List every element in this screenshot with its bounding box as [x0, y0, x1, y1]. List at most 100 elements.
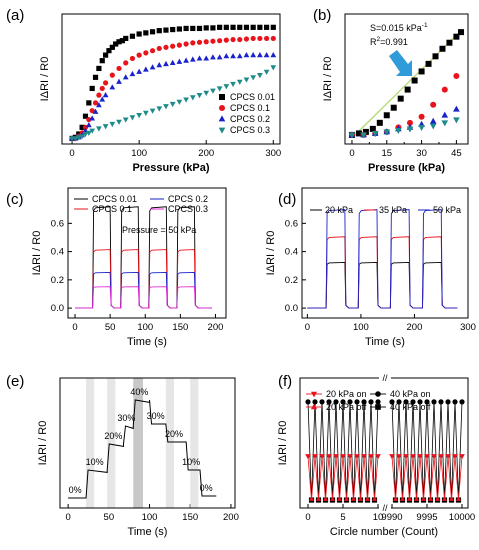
data-point — [340, 399, 346, 405]
data-point — [429, 123, 437, 130]
data-point — [129, 70, 136, 77]
data-point — [89, 85, 95, 92]
x-tick-label: 150 — [172, 322, 188, 333]
data-point — [113, 41, 119, 47]
x-tick-label: 200 — [198, 148, 214, 159]
data-point — [420, 496, 427, 501]
legend-entry: 20 kPa — [325, 205, 353, 215]
x-tick-label: 300 — [460, 322, 476, 333]
pressure-annotation: Pressure = 50 kPa — [122, 225, 196, 235]
panel-1: (a) 0 100 200 300 Pressure (kPa) IΔRI / R0 CPCS… — [6, 7, 281, 174]
legend-entry: CPCS 0.01 — [92, 194, 137, 204]
data-point — [156, 45, 162, 52]
data-point — [102, 124, 109, 130]
data-point — [236, 53, 243, 59]
data-point — [329, 496, 336, 501]
data-point — [361, 399, 367, 405]
x-tick-label: 100 — [353, 322, 369, 333]
data-point — [123, 60, 129, 66]
data-point — [343, 496, 350, 501]
data-point — [96, 101, 102, 108]
data-point — [196, 25, 203, 32]
data-point — [190, 25, 196, 32]
legend-marker — [219, 105, 225, 111]
data-point — [149, 29, 156, 35]
x-tick-label: 45 — [451, 148, 462, 159]
data-point — [354, 454, 360, 460]
legend-entry: 40 kPa on — [390, 389, 431, 399]
data-point — [142, 110, 149, 117]
data-point — [368, 399, 374, 405]
x-tick-label: 5 — [340, 512, 345, 523]
data-point — [417, 454, 423, 460]
step-label: 30% — [147, 411, 165, 421]
data-point — [129, 55, 136, 62]
series-4 — [69, 65, 277, 142]
data-point — [243, 36, 250, 42]
data-point — [333, 454, 339, 460]
data-point — [361, 454, 367, 460]
data-point — [109, 44, 115, 50]
data-point — [119, 38, 125, 44]
legend-entry: 20 kPa off — [326, 402, 367, 412]
panel-6: (f)Circle number (Count)IΔRI / R00 5 10999… — [277, 373, 475, 538]
series-line-2 — [75, 249, 212, 309]
y-axis-label: IΔRI / R0 — [37, 421, 49, 466]
data-point — [389, 454, 395, 460]
data-point — [163, 27, 169, 33]
step-label: 0% — [69, 485, 82, 495]
data-point — [86, 100, 92, 106]
data-point — [413, 496, 420, 501]
data-point — [389, 399, 395, 405]
annotation-r2-value: =0.991 — [380, 37, 408, 47]
legend-entry: 40 kPa off — [390, 402, 431, 412]
data-point — [445, 454, 451, 460]
data-point — [116, 39, 122, 45]
data-point — [399, 496, 406, 501]
data-point — [397, 95, 404, 102]
data-point — [156, 106, 163, 112]
plot-frame — [344, 13, 469, 145]
panel-label: (f) — [278, 373, 292, 390]
x-tick-label: 200 — [223, 512, 239, 523]
data-point — [136, 52, 142, 58]
data-point — [143, 30, 149, 36]
data-point — [196, 93, 203, 99]
data-point — [92, 108, 99, 114]
data-point — [403, 454, 409, 460]
data-point — [75, 135, 82, 141]
data-point — [319, 454, 325, 460]
panel-label: (d) — [278, 191, 296, 208]
data-point — [319, 399, 325, 405]
data-point — [410, 454, 416, 460]
data-point — [203, 39, 209, 45]
data-point — [452, 399, 458, 405]
data-point — [176, 42, 182, 48]
data-point — [163, 104, 169, 110]
data-point — [263, 51, 270, 58]
data-point — [85, 130, 92, 137]
data-point — [396, 454, 402, 460]
legend-marker — [375, 391, 381, 397]
data-point — [142, 66, 149, 72]
strain-response-line — [68, 399, 217, 499]
data-point — [223, 37, 229, 43]
x-tick-label: 0 — [65, 512, 70, 523]
plot-frame — [61, 13, 281, 145]
legend-entry: 20 kPa on — [326, 389, 367, 399]
data-point — [322, 496, 329, 501]
data-point — [210, 25, 216, 31]
plot-frame — [301, 187, 469, 319]
data-point — [441, 496, 448, 501]
data-point — [441, 86, 448, 93]
legend-marker — [219, 94, 225, 100]
data-point — [326, 399, 332, 405]
data-point — [406, 496, 413, 501]
x-tick-label: 200 — [407, 322, 423, 333]
data-point — [149, 108, 156, 114]
shaded-band — [86, 378, 95, 508]
data-point — [417, 399, 423, 405]
data-point — [103, 80, 109, 86]
panel-label: (e) — [6, 373, 24, 390]
axis-break-cover — [379, 505, 391, 511]
